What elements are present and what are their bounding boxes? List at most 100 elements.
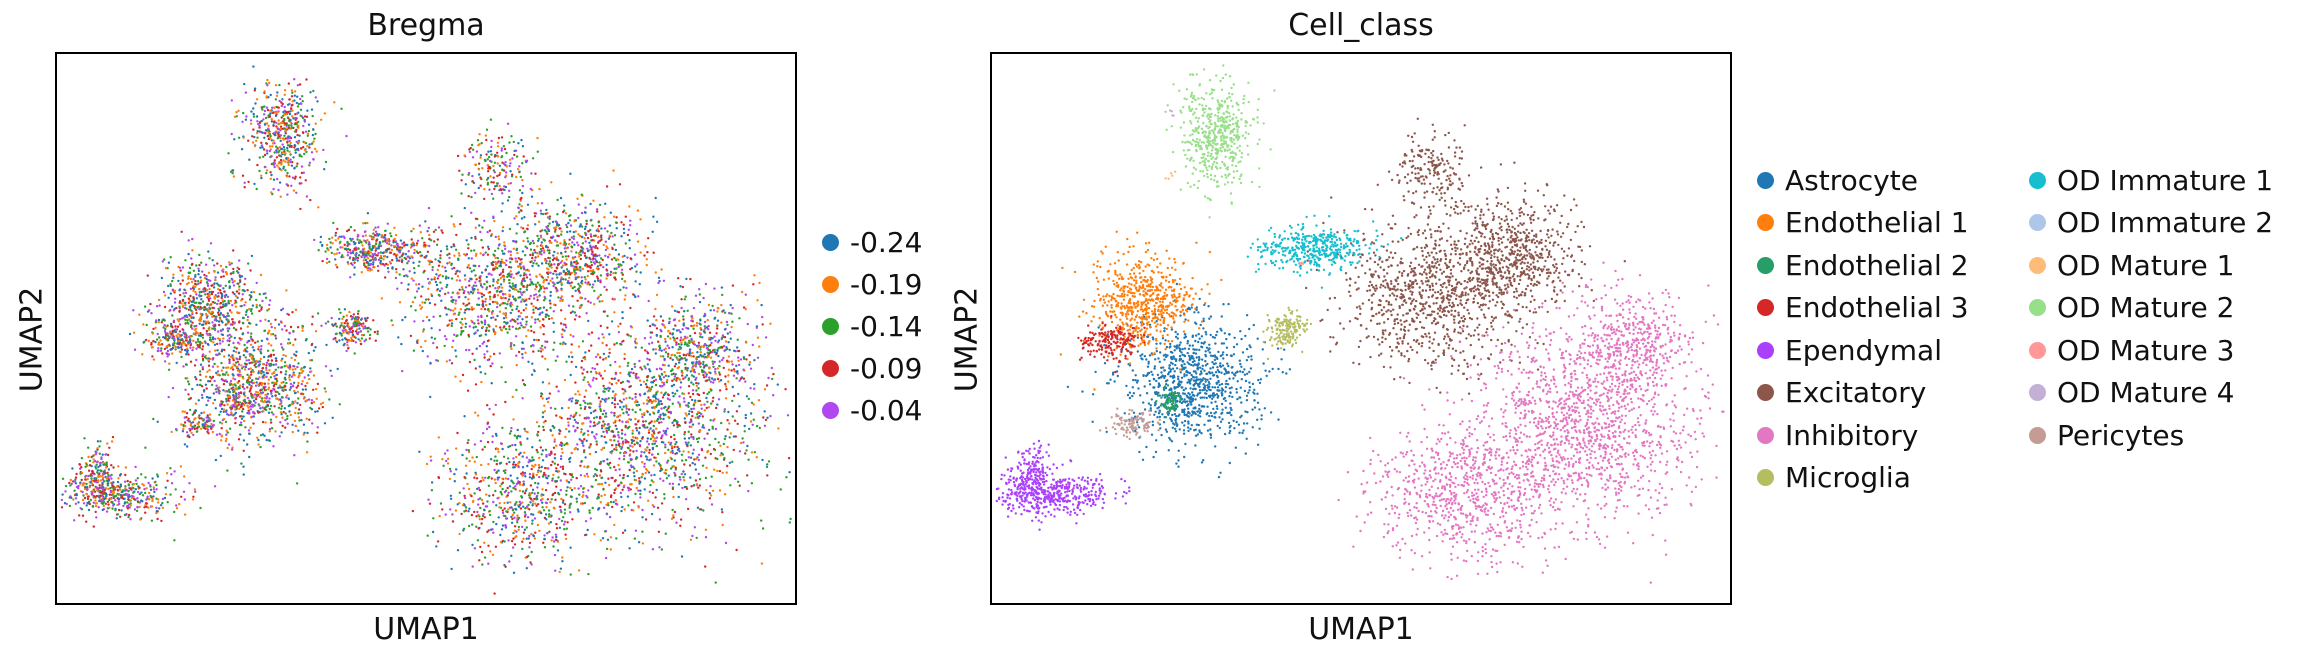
scatter-point	[169, 493, 172, 496]
scatter-point	[637, 489, 640, 492]
scatter-point	[508, 281, 511, 285]
scatter-point	[756, 336, 760, 339]
scatter-point	[564, 323, 567, 327]
scatter-point	[247, 381, 250, 384]
scatter-point	[256, 391, 260, 394]
scatter-point	[639, 439, 642, 443]
scatter-point	[542, 333, 545, 336]
scatter-point	[63, 502, 67, 505]
scatter-point	[468, 267, 472, 270]
scatter-point	[199, 305, 202, 309]
scatter-point	[536, 245, 539, 248]
scatter-point	[289, 382, 293, 386]
scatter-point	[151, 355, 154, 358]
scatter-point	[167, 353, 171, 356]
scatter-point	[210, 284, 214, 287]
scatter-point	[445, 275, 448, 278]
scatter-point	[211, 315, 214, 318]
scatter-point	[570, 400, 573, 403]
scatter-point	[574, 276, 577, 279]
scatter-point	[299, 403, 302, 407]
scatter-point	[554, 270, 557, 273]
scatter-point	[222, 372, 225, 376]
scatter-point	[433, 276, 436, 279]
scatter-point	[504, 400, 507, 404]
scatter-point	[577, 282, 580, 286]
scatter-point	[654, 496, 657, 499]
scatter-point	[567, 406, 570, 410]
scatter-point	[246, 315, 250, 319]
scatter-point	[533, 215, 537, 218]
scatter-point	[534, 223, 537, 226]
scatter-point	[586, 236, 590, 240]
scatter-point	[201, 366, 204, 369]
scatter-point	[126, 501, 129, 504]
scatter-point	[269, 362, 273, 365]
scatter-point	[582, 450, 586, 454]
scatter-point	[504, 380, 507, 384]
scatter-point	[111, 435, 115, 439]
scatter-point	[609, 270, 613, 274]
scatter-point	[599, 374, 603, 377]
scatter-point	[595, 254, 599, 258]
scatter-point	[474, 237, 477, 240]
scatter-point	[542, 306, 546, 309]
scatter-point	[220, 329, 223, 333]
scatter-point	[542, 212, 545, 216]
scatter-point	[204, 263, 208, 266]
scatter-point	[620, 235, 623, 238]
scatter-point	[516, 428, 519, 432]
scatter-point	[577, 255, 581, 258]
scatter-point	[678, 475, 681, 479]
scatter-point	[481, 246, 484, 249]
scatter-point	[220, 369, 224, 372]
scatter-point	[86, 502, 90, 505]
scatter-point	[577, 233, 580, 236]
scatter-point	[565, 263, 568, 266]
scatter-point	[636, 240, 640, 243]
scatter-point	[191, 312, 194, 316]
scatter-point	[262, 371, 265, 374]
scatter-point	[788, 521, 791, 524]
scatter-point	[524, 316, 528, 319]
scatter-point	[104, 487, 108, 490]
scatter-point	[450, 245, 453, 249]
scatter-point	[166, 501, 169, 504]
scatter-point	[713, 468, 716, 471]
scatter-point	[310, 370, 313, 373]
scatter-point	[563, 329, 566, 332]
scatter-point	[238, 401, 242, 404]
scatter-point	[97, 475, 101, 478]
scatter-point	[473, 322, 476, 325]
scatter-point	[157, 318, 161, 322]
scatter-point	[602, 336, 605, 339]
scatter-point	[159, 339, 162, 342]
scatter-point	[572, 237, 575, 241]
scatter-point	[629, 306, 632, 310]
scatter-point	[443, 266, 447, 269]
scatter-point	[732, 374, 736, 377]
scatter-point	[615, 427, 618, 431]
scatter-point	[116, 488, 119, 492]
scatter-point	[520, 204, 523, 208]
scatter-point	[587, 319, 590, 323]
scatter-point	[284, 373, 287, 376]
scatter-point	[454, 307, 457, 310]
scatter-point	[262, 292, 265, 296]
scatter-point	[258, 404, 261, 407]
scatter-point	[252, 399, 256, 402]
scatter-point	[479, 284, 483, 287]
scatter-point	[260, 345, 263, 348]
scatter-point	[483, 353, 486, 356]
scatter-point	[434, 280, 438, 284]
scatter-point	[138, 501, 142, 504]
scatter-point	[779, 488, 782, 491]
scatter-point	[460, 285, 464, 289]
scatter-point	[297, 381, 300, 385]
scatter-point	[543, 278, 547, 281]
scatter-point	[238, 407, 241, 411]
scatter-point	[631, 439, 634, 443]
scatter-point	[607, 237, 611, 240]
scatter-point	[659, 355, 662, 358]
scatter-point	[293, 419, 297, 423]
